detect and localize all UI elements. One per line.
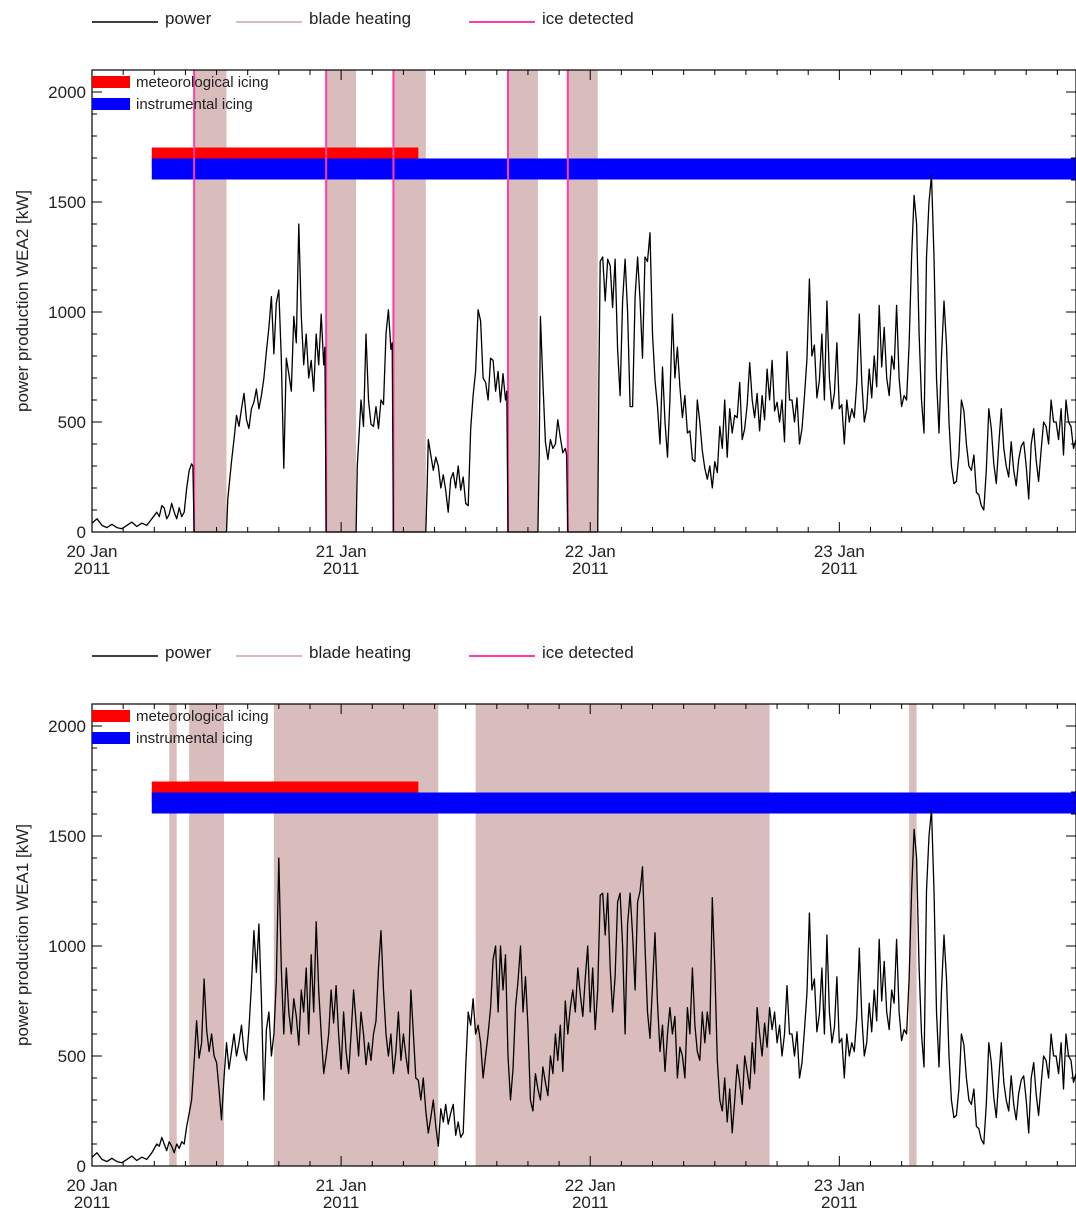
- top-legend: power blade heating ice detected: [92, 9, 634, 28]
- x-tick-label: 23 Jan: [814, 1176, 865, 1195]
- met-icing-label: meteorological icing: [136, 708, 269, 725]
- inst-icing-label: instrumental icing: [136, 730, 253, 747]
- blade-heating-band: [326, 70, 357, 532]
- y-axis-label: power production WEA2 [kW]: [13, 190, 32, 412]
- x-tick-label: 2011: [323, 1193, 360, 1211]
- x-tick-label: 21 Jan: [316, 1176, 367, 1195]
- inst-icing-label: instrumental icing: [136, 96, 253, 113]
- x-tick-label: 2011: [572, 559, 609, 578]
- legend-heating-label: blade heating: [309, 9, 411, 28]
- x-tick-label: 22 Jan: [565, 542, 616, 561]
- y-tick-label: 1000: [48, 303, 86, 322]
- legend-power-label: power: [165, 9, 212, 28]
- legend-ice-label: ice detected: [542, 9, 634, 28]
- x-tick-label: 2011: [323, 559, 360, 578]
- x-tick-label: 23 Jan: [814, 542, 865, 561]
- legend-power-label: power: [165, 643, 212, 662]
- instrumental-icing-bar: [151, 792, 1076, 814]
- y-tick-label: 1000: [48, 937, 86, 956]
- blade-heating-band: [567, 70, 598, 532]
- blade-heating-band: [508, 70, 538, 532]
- y-tick-label: 2000: [48, 83, 86, 102]
- blade-heating-band: [393, 70, 426, 532]
- y-tick-label: 500: [58, 1047, 86, 1066]
- x-tick-label: 2011: [821, 559, 858, 578]
- power-line: [91, 808, 1076, 1164]
- met-icing-swatch: [92, 76, 130, 88]
- inst-icing-swatch: [92, 732, 130, 744]
- power-line: [91, 174, 1076, 533]
- blade-heating-band: [273, 704, 439, 1166]
- legend-ice-label: ice detected: [542, 643, 634, 662]
- inst-icing-swatch: [92, 98, 130, 110]
- icing-bars: [151, 147, 1076, 180]
- y-ticks: 0 500 1000 1500 2000: [48, 717, 1076, 1176]
- blade-heating-band: [194, 70, 227, 532]
- x-tick-label: 21 Jan: [316, 542, 367, 561]
- heating-bands: [194, 70, 598, 532]
- blade-heating-band: [909, 704, 917, 1166]
- y-tick-label: 0: [77, 1157, 86, 1176]
- instrumental-icing-bar: [151, 158, 1076, 180]
- blade-heating-band: [189, 704, 225, 1166]
- chart-panel-wea1: power blade heating ice detected 0 500 100…: [13, 643, 1076, 1211]
- y-tick-label: 500: [58, 413, 86, 432]
- y-tick-label: 2000: [48, 717, 86, 736]
- y-tick-label: 1500: [48, 827, 86, 846]
- x-tick-label: 22 Jan: [565, 1176, 616, 1195]
- met-icing-label: meteorological icing: [136, 74, 269, 91]
- heating-bands: [169, 704, 917, 1166]
- met-icing-swatch: [92, 710, 130, 722]
- x-tick-label: 2011: [821, 1193, 858, 1211]
- y-axis-label: power production WEA1 [kW]: [13, 824, 32, 1046]
- x-tick-label: 2011: [572, 1193, 609, 1211]
- y-tick-label: 0: [77, 523, 86, 542]
- plot-frame: [91, 69, 1076, 533]
- x-tick-label: 20 Jan: [66, 1176, 117, 1195]
- icing-bars: [151, 781, 1076, 814]
- y-ticks: 0 500 1000 1500 2000: [48, 83, 1076, 542]
- plot-frame: [91, 703, 1076, 1167]
- x-tick-label: 2011: [74, 559, 111, 578]
- inner-legend: meteorological icing instrumental icing: [92, 708, 269, 747]
- blade-heating-band: [169, 704, 177, 1166]
- x-tick-label: 20 Jan: [66, 542, 117, 561]
- legend-heating-label: blade heating: [309, 643, 411, 662]
- x-tick-label: 2011: [74, 1193, 111, 1211]
- chart-panel-wea2: power blade heating ice detected 0 500 100…: [13, 9, 1076, 578]
- y-tick-label: 1500: [48, 193, 86, 212]
- top-legend: power blade heating ice detected: [92, 643, 634, 662]
- inner-legend: meteorological icing instrumental icing: [92, 74, 269, 113]
